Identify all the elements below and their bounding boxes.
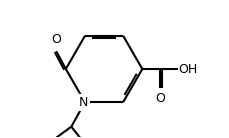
Text: O: O [155, 92, 164, 105]
Text: O: O [51, 33, 61, 47]
Text: OH: OH [178, 63, 197, 75]
Text: N: N [79, 96, 88, 109]
